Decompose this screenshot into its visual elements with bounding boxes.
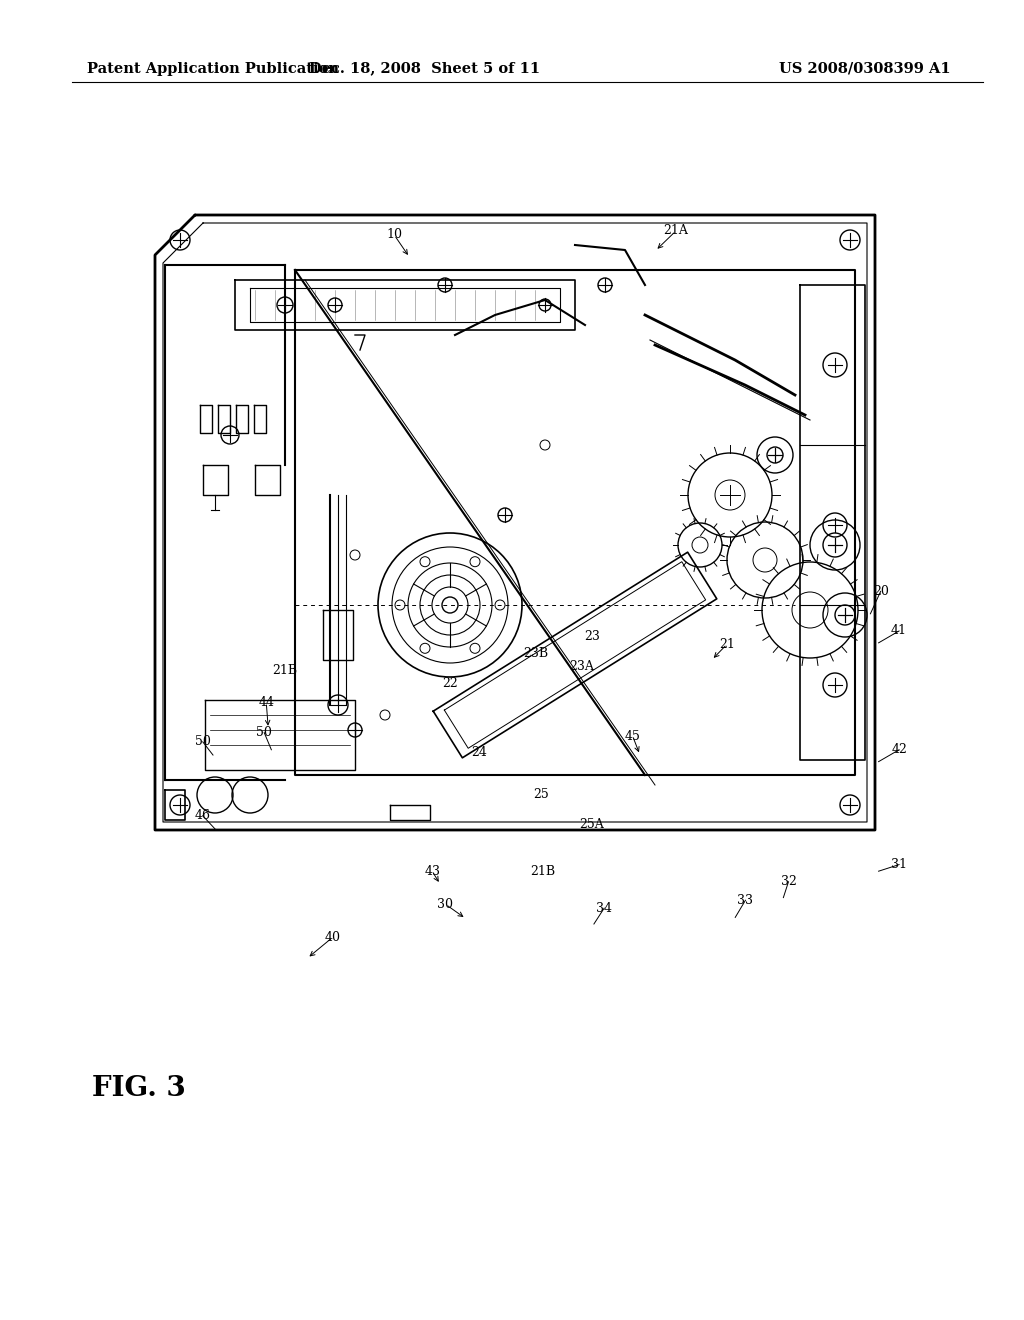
Text: 40: 40 [325, 931, 341, 944]
Text: 21B: 21B [530, 865, 555, 878]
Text: 23: 23 [584, 630, 600, 643]
Text: Dec. 18, 2008  Sheet 5 of 11: Dec. 18, 2008 Sheet 5 of 11 [309, 62, 541, 75]
Text: 20: 20 [872, 585, 889, 598]
Text: 50: 50 [195, 735, 211, 748]
Text: 24: 24 [471, 746, 487, 759]
Text: 10: 10 [386, 228, 402, 242]
Text: 21A: 21A [664, 224, 688, 238]
Text: 23B: 23B [523, 647, 548, 660]
Text: 22: 22 [442, 677, 459, 690]
Text: 32: 32 [780, 875, 797, 888]
Text: 42: 42 [891, 743, 907, 756]
Text: 41: 41 [891, 624, 907, 638]
Text: 34: 34 [596, 902, 612, 915]
Text: 44: 44 [258, 696, 274, 709]
Text: 25: 25 [532, 788, 549, 801]
Text: 21B: 21B [272, 664, 297, 677]
Text: 31: 31 [891, 858, 907, 871]
Text: 25A: 25A [580, 818, 604, 832]
Text: US 2008/0308399 A1: US 2008/0308399 A1 [779, 62, 951, 75]
Text: FIG. 3: FIG. 3 [92, 1076, 186, 1102]
Text: 33: 33 [737, 894, 754, 907]
Text: 30: 30 [437, 898, 454, 911]
Text: 21: 21 [719, 638, 735, 651]
Text: 46: 46 [195, 809, 211, 822]
Text: 23A: 23A [569, 660, 594, 673]
Text: 43: 43 [424, 865, 440, 878]
Text: 50: 50 [256, 726, 272, 739]
Text: Patent Application Publication: Patent Application Publication [87, 62, 339, 75]
Text: 45: 45 [625, 730, 641, 743]
